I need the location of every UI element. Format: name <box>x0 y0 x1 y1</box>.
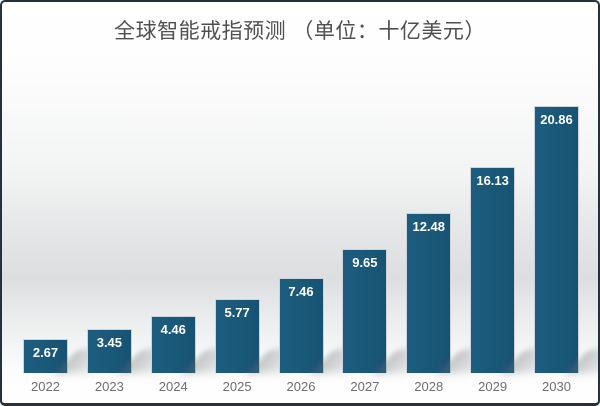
bar-column: 7.46 2026 <box>278 278 385 394</box>
bar-value-label: 5.77 <box>224 305 250 320</box>
bar: 2.67 <box>23 339 129 374</box>
bar-value-label: 3.45 <box>96 335 123 350</box>
bar-column: 16.13 2029 <box>470 167 576 394</box>
bar: 5.77 <box>214 299 321 374</box>
chart-title: 全球智能戒指预测 （单位：十亿美元） <box>114 20 486 43</box>
bar: 20.86 <box>534 106 598 374</box>
x-axis-tick-label: 2028 <box>414 379 444 394</box>
x-axis-tick-label: 2026 <box>286 379 316 394</box>
bar-value-label: 7.46 <box>288 284 314 299</box>
x-axis-tick-label: 2030 <box>542 379 571 394</box>
bar-column: 9.65 2027 <box>342 249 448 394</box>
bar-column: 20.86 2030 <box>534 106 598 394</box>
x-axis-tick-label: 2022 <box>31 379 60 394</box>
bar-value-label: 2.67 <box>32 345 59 360</box>
bar-column: 4.46 2024 <box>150 316 257 394</box>
bar-value-label: 4.46 <box>160 322 186 337</box>
bars-row: 2.67 2022 3.45 2023 4.46 2024 5.77 2025 7.46 2026… <box>23 106 598 394</box>
bar: 3.45 <box>86 329 193 374</box>
bar-value-label: 12.48 <box>412 219 446 234</box>
bar: 16.13 <box>470 167 576 374</box>
bar: 4.46 <box>150 316 257 374</box>
x-axis-tick-label: 2023 <box>94 379 124 394</box>
x-axis-tick-label: 2027 <box>350 379 380 394</box>
bar-column: 5.77 2025 <box>214 299 321 394</box>
bar-floor-shadow <box>566 350 598 374</box>
bar-column: 3.45 2023 <box>86 329 193 394</box>
bar-column: 12.48 2028 <box>406 213 512 394</box>
bar: 7.46 <box>278 278 385 374</box>
x-axis-tick-label: 2029 <box>478 379 508 394</box>
bar-value-label: 16.13 <box>476 173 509 188</box>
bar-column: 2.67 2022 <box>23 339 129 394</box>
bar: 12.48 <box>406 213 512 374</box>
bar-value-label: 20.86 <box>540 112 573 127</box>
bar-value-label: 9.65 <box>352 255 378 270</box>
x-axis-tick-label: 2025 <box>222 379 252 394</box>
bar: 9.65 <box>342 249 448 374</box>
x-axis-tick-label: 2024 <box>158 379 188 394</box>
